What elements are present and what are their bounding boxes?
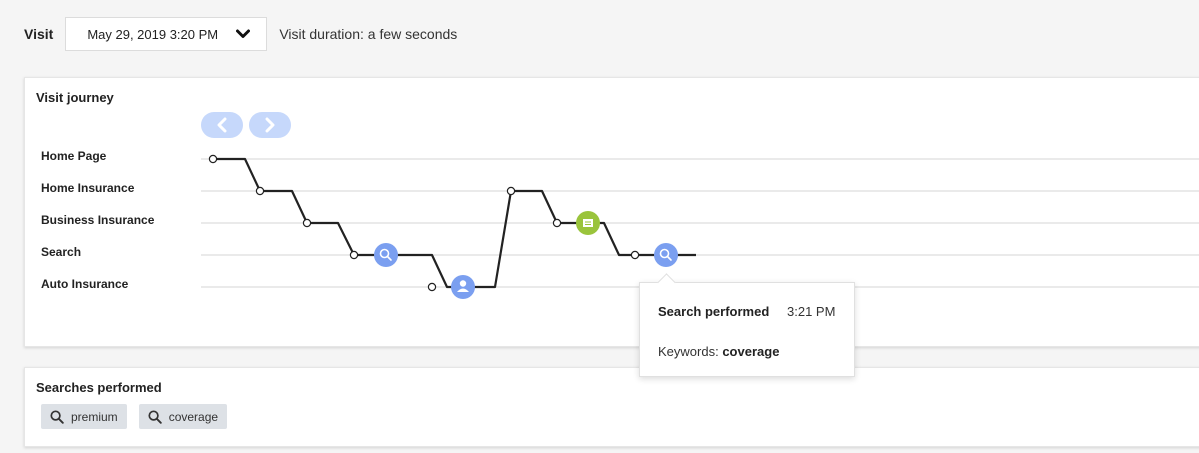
- journey-step-marker: [349, 250, 359, 260]
- event-user-marker[interactable]: [451, 275, 475, 299]
- chevron-left-icon: [217, 117, 227, 133]
- tooltip-time: 3:21 PM: [787, 304, 836, 319]
- search-chip-list: premium coverage: [41, 404, 228, 429]
- row-label-search: Search: [41, 245, 82, 259]
- journey-step-marker: [506, 186, 516, 196]
- event-form-marker[interactable]: [576, 211, 600, 235]
- visit-journey-card: Visit journey: [24, 77, 1199, 347]
- visit-label: Visit: [24, 26, 54, 42]
- journey-step-marker: [255, 186, 265, 196]
- search-chip[interactable]: coverage: [138, 404, 228, 429]
- searches-performed-card: Searches performed premium coverage: [24, 367, 1199, 447]
- chevron-right-icon: [265, 117, 275, 133]
- searches-performed-title: Searches performed: [36, 380, 162, 395]
- journey-prev-button[interactable]: [201, 112, 243, 138]
- search-icon: [148, 409, 162, 424]
- journey-step-marker: [552, 218, 562, 228]
- search-chip-label: coverage: [168, 409, 219, 424]
- tooltip-keywords-label: Keywords:: [658, 344, 719, 359]
- chevron-down-icon: [236, 29, 251, 38]
- row-label-home-insurance: Home Insurance: [41, 181, 135, 195]
- journey-next-button[interactable]: [249, 112, 291, 138]
- journey-chart: [201, 112, 1199, 299]
- search-icon: [50, 409, 64, 424]
- journey-step-marker: [630, 250, 640, 260]
- journey-step-marker: [302, 218, 312, 228]
- visit-journey-title: Visit journey: [36, 90, 114, 105]
- event-search-marker[interactable]: [374, 243, 398, 267]
- row-label-business-insurance: Business Insurance: [41, 213, 155, 227]
- row-label-home-page: Home Page: [41, 149, 107, 163]
- row-label-auto-insurance: Auto Insurance: [41, 277, 129, 291]
- search-chip-label: premium: [71, 409, 118, 424]
- event-tooltip: Search performed 3:21 PM Keywords: cover…: [639, 273, 855, 377]
- tooltip-keywords: Keywords: coverage: [658, 344, 779, 359]
- visit-date-value: May 29, 2019 3:20 PM: [87, 26, 219, 42]
- journey-step-marker: [427, 282, 437, 292]
- tooltip-keywords-value: coverage: [722, 344, 780, 359]
- journey-step-marker: [208, 154, 218, 164]
- search-chip[interactable]: premium: [41, 404, 127, 429]
- visit-duration: Visit duration: a few seconds: [279, 26, 458, 42]
- tooltip-title: Search performed: [658, 304, 770, 319]
- visit-bar: Visit May 29, 2019 3:20 PM Visit duratio…: [24, 16, 457, 52]
- user-icon: [457, 280, 469, 292]
- visit-date-select[interactable]: May 29, 2019 3:20 PM: [65, 17, 268, 51]
- form-icon: [583, 219, 593, 227]
- search-icon: [379, 248, 392, 261]
- search-icon: [659, 248, 672, 261]
- event-search-marker-selected[interactable]: [654, 243, 678, 267]
